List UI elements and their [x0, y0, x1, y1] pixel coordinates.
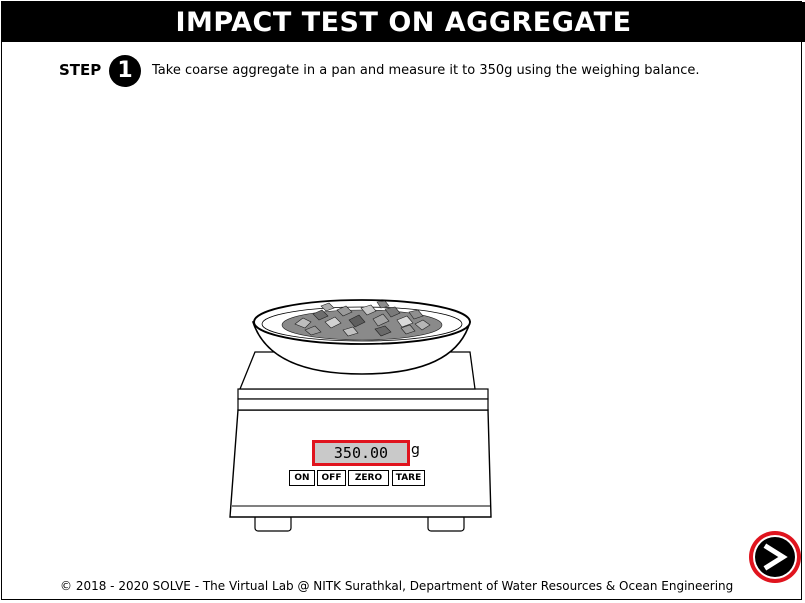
tare-button[interactable]: TARE	[392, 470, 425, 486]
balance-platform-bottom	[237, 398, 489, 411]
step-text: Take coarse aggregate in a pan and measu…	[152, 63, 700, 78]
weight-display: 350.00	[312, 440, 410, 466]
next-arrow-icon	[755, 537, 795, 577]
balance-platform-top	[237, 388, 489, 400]
on-button[interactable]: ON	[289, 470, 315, 486]
step-number-badge: 1	[109, 55, 141, 87]
next-button[interactable]	[749, 531, 801, 583]
zero-button[interactable]: ZERO	[348, 470, 389, 486]
footer-copyright: © 2018 - 2020 SOLVE - The Virtual Lab @ …	[60, 579, 734, 593]
coarse-aggregate	[281, 300, 443, 341]
off-button[interactable]: OFF	[317, 470, 346, 486]
weight-unit: g	[411, 442, 420, 458]
weighing-balance	[229, 299, 492, 532]
step-label: STEP	[59, 61, 102, 79]
page-title: IMPACT TEST ON AGGREGATE	[2, 2, 805, 42]
